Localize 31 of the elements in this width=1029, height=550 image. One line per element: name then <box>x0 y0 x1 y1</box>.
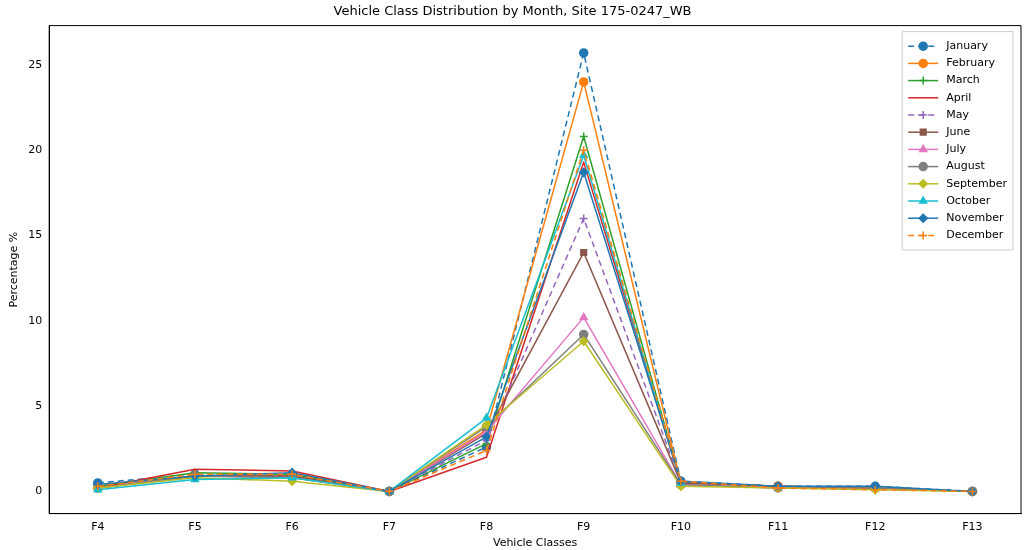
y-tick-label: 20 <box>28 143 43 157</box>
legend-label: December <box>946 228 1004 242</box>
y-tick-label: 10 <box>28 313 43 327</box>
legend-label: February <box>946 56 996 70</box>
legend-label: October <box>946 193 991 207</box>
legend-label: June <box>945 125 971 139</box>
legend-label: September <box>946 176 1008 190</box>
x-tick-label: F13 <box>962 520 983 534</box>
legend-label: March <box>946 73 980 87</box>
x-tick-label: F7 <box>382 520 396 534</box>
y-axis-title: Percentage % <box>7 231 21 308</box>
legend-label: August <box>946 159 986 173</box>
y-tick-label: 15 <box>28 228 43 242</box>
chart-title: Vehicle Class Distribution by Month, Site 175-0247_WB <box>333 3 692 19</box>
x-tick-label: F5 <box>188 520 202 534</box>
x-tick-label: F11 <box>767 520 789 534</box>
legend-label: November <box>946 211 1004 225</box>
x-axis-title: Vehicle Classes <box>492 536 578 550</box>
x-tick-label: F6 <box>285 520 299 534</box>
x-tick-label: F4 <box>91 520 105 534</box>
legend-label: July <box>945 142 967 156</box>
legend-label: April <box>946 90 972 104</box>
x-tick-label: F8 <box>479 520 494 534</box>
x-tick-label: F12 <box>865 520 886 534</box>
legend-label: May <box>946 107 970 121</box>
x-tick-label: F10 <box>670 520 692 534</box>
y-tick-label: 5 <box>35 398 43 412</box>
y-tick-label: 0 <box>35 484 43 498</box>
x-tick-label: F9 <box>577 520 591 534</box>
y-tick-label: 25 <box>28 57 43 71</box>
legend-label: January <box>945 39 989 53</box>
